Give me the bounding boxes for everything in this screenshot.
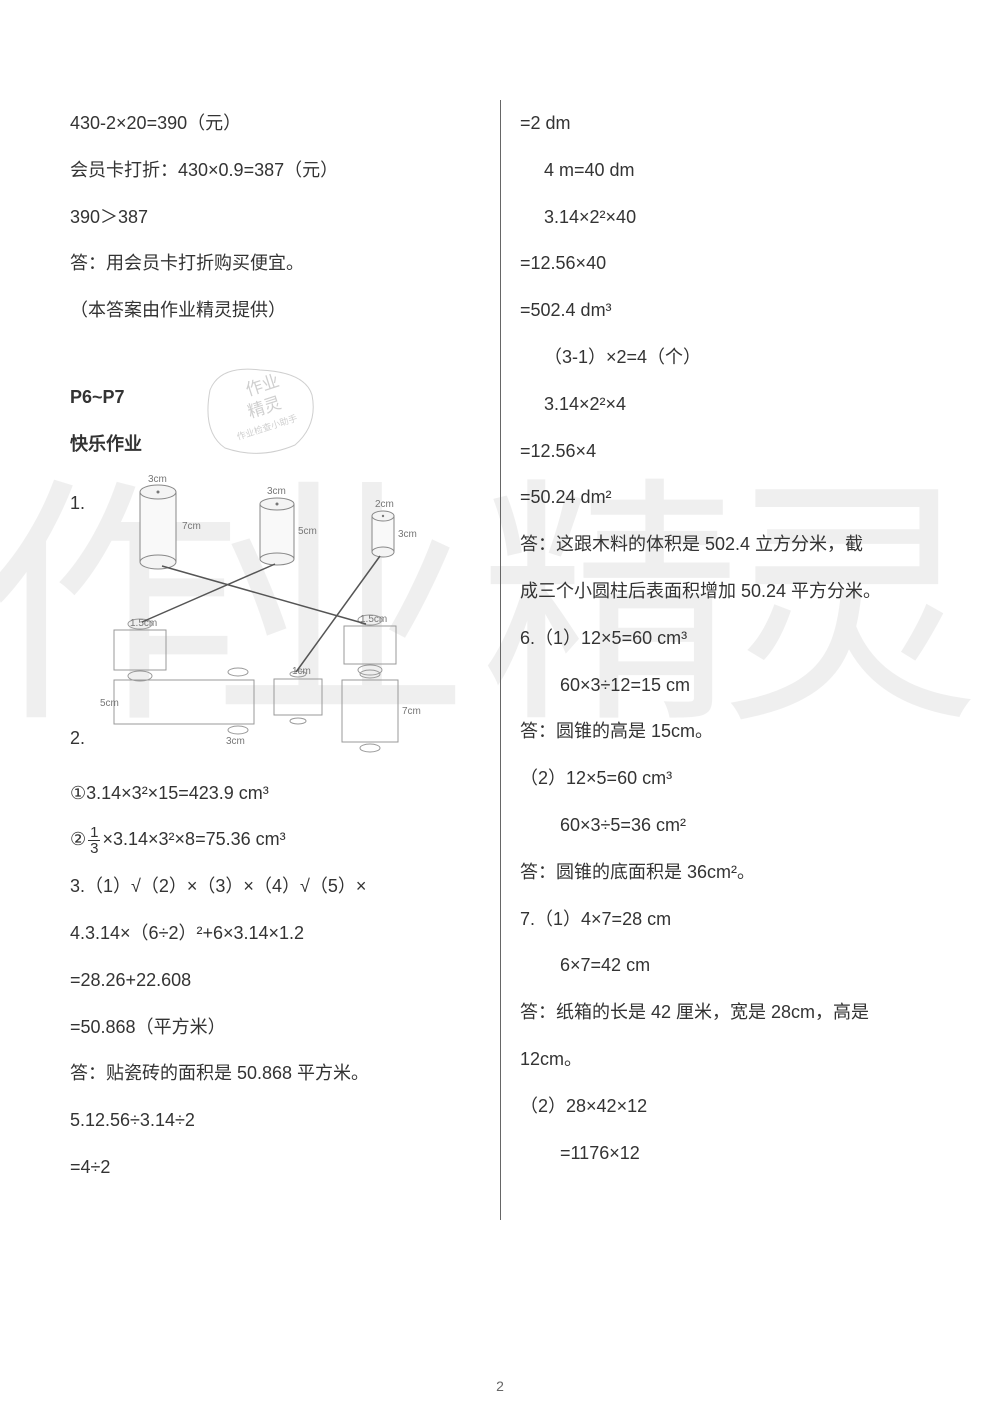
text-line: 答：纸箱的长是 42 厘米，宽是 28cm，高是 xyxy=(520,989,930,1036)
text-line: ①3.14×3²×15=423.9 cm³ xyxy=(70,770,480,817)
fraction: 13 xyxy=(88,825,100,856)
cylinder-3: 2cm 3cm xyxy=(372,499,417,557)
text-line: 430-2×20=390（元） xyxy=(70,100,480,147)
text-line: 12cm。 xyxy=(520,1036,930,1083)
net-5: 7cm xyxy=(342,670,421,752)
matching-diagram: 3cm 7cm 3cm 5cm xyxy=(70,474,430,764)
text-line: =50.24 dm² xyxy=(520,474,930,521)
right-column: =2 dm 4 m=40 dm 3.14×2²×40 =12.56×40 =50… xyxy=(500,100,930,1191)
page-number: 2 xyxy=(0,1378,1000,1394)
badge-stamp: 作业 精灵 作业检查小助手 xyxy=(200,360,320,460)
text-line: 答：圆锥的底面积是 36cm²。 xyxy=(520,849,930,896)
left-column: 430-2×20=390（元） 会员卡打折：430×0.9=387（元） 390… xyxy=(70,100,500,1191)
text-line: 3.14×2²×40 xyxy=(520,194,930,241)
svg-text:5cm: 5cm xyxy=(100,698,119,709)
svg-text:1.5cm: 1.5cm xyxy=(130,618,157,629)
text-line: 4 m=40 dm xyxy=(520,147,930,194)
match-line xyxy=(162,566,366,624)
net-3: 5cm 3cm xyxy=(100,668,254,747)
text-line: （2）28×42×12 xyxy=(520,1083,930,1130)
text-fragment: ×3.14×3²×8=75.36 cm³ xyxy=(102,829,285,849)
svg-text:2cm: 2cm xyxy=(375,499,394,510)
svg-text:3cm: 3cm xyxy=(267,486,286,497)
text-line: 答：贴瓷砖的面积是 50.868 平方米。 xyxy=(70,1050,480,1097)
cylinder-2: 3cm 5cm xyxy=(260,486,317,565)
text-line: ②13×3.14×3²×8=75.36 cm³ xyxy=(70,816,480,863)
text-line: =4÷2 xyxy=(70,1144,480,1191)
text-line: =12.56×40 xyxy=(520,240,930,287)
text-line: 6×7=42 cm xyxy=(520,942,930,989)
text-line: =12.56×4 xyxy=(520,428,930,475)
text-line: （本答案由作业精灵提供） xyxy=(70,287,480,334)
net-1: 1.5cm xyxy=(114,618,166,681)
net-4: 1cm xyxy=(274,666,322,724)
text-line: 3.（1）√（2）×（3）×（4）√（5）× xyxy=(70,863,480,910)
text-line: =50.868（平方米） xyxy=(70,1004,480,1051)
text-line: 60×3÷5=36 cm² xyxy=(520,802,930,849)
text-line: 成三个小圆柱后表面积增加 50.24 平方分米。 xyxy=(520,568,930,615)
text-line: 5.12.56÷3.14÷2 xyxy=(70,1097,480,1144)
page-body: 430-2×20=390（元） 会员卡打折：430×0.9=387（元） 390… xyxy=(0,0,1000,1231)
svg-text:1cm: 1cm xyxy=(292,666,311,677)
text-line: 4.3.14×（6÷2）²+6×3.14×1.2 xyxy=(70,910,480,957)
text-line: 答：圆锥的高是 15cm。 xyxy=(520,708,930,755)
text-line: 答：这跟木料的体积是 502.4 立方分米，截 xyxy=(520,521,930,568)
svg-text:5cm: 5cm xyxy=(298,526,317,537)
svg-text:3cm: 3cm xyxy=(398,529,417,540)
svg-text:3cm: 3cm xyxy=(226,736,245,747)
svg-text:3cm: 3cm xyxy=(148,474,167,485)
cylinder-1: 3cm 7cm xyxy=(140,474,201,569)
text-line: （3-1）×2=4（个） xyxy=(520,334,930,381)
net-2: 1.5cm xyxy=(344,614,396,675)
text-line: =2 dm xyxy=(520,100,930,147)
text-line: =28.26+22.608 xyxy=(70,957,480,1004)
text-line: （2）12×5=60 cm³ xyxy=(520,755,930,802)
question-number: 2. xyxy=(70,715,85,762)
text-line: 会员卡打折：430×0.9=387（元） xyxy=(70,147,480,194)
text-line: 60×3÷12=15 cm xyxy=(520,662,930,709)
text-line: 6.（1）12×5=60 cm³ xyxy=(520,615,930,662)
svg-text:7cm: 7cm xyxy=(182,521,201,532)
svg-text:7cm: 7cm xyxy=(402,706,421,717)
text-line: 390＞387 xyxy=(70,194,480,241)
text-fragment: ② xyxy=(70,829,86,849)
text-line: 7.（1）4×7=28 cm xyxy=(520,896,930,943)
text-line: =1176×12 xyxy=(520,1130,930,1177)
text-line: 答：用会员卡打折购买便宜。 xyxy=(70,240,480,287)
text-line: =502.4 dm³ xyxy=(520,287,930,334)
text-line: 3.14×2²×4 xyxy=(520,381,930,428)
